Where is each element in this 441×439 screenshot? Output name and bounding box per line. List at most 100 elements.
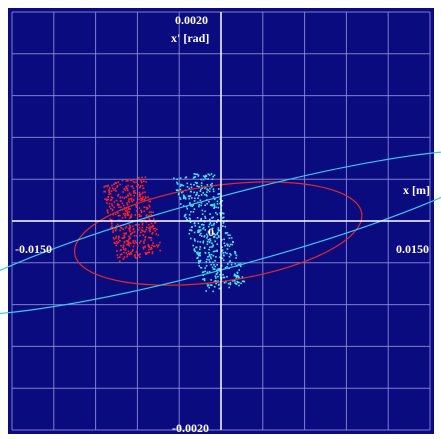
red-particle: [107, 184, 109, 187]
red-particle: [137, 184, 140, 186]
cyan-particle: [200, 223, 203, 226]
red-particle: [135, 205, 137, 207]
red-particle: [127, 180, 129, 182]
red-particle: [139, 215, 141, 218]
y-axis-label: x' [rad]: [171, 31, 209, 45]
red-particle: [142, 196, 144, 198]
red-particle: [134, 254, 136, 256]
red-particle: [131, 185, 134, 187]
red-particle: [128, 211, 130, 213]
red-particle: [132, 190, 135, 193]
red-particle: [128, 198, 130, 201]
cyan-particle: [217, 227, 220, 229]
red-particle: [108, 191, 110, 193]
red-particle: [150, 246, 152, 249]
cyan-particle: [199, 259, 202, 262]
cyan-particle: [216, 232, 218, 235]
cyan-particle: [205, 260, 208, 263]
cyan-particle: [234, 262, 236, 265]
cyan-particle: [206, 243, 209, 246]
cyan-particle: [218, 229, 221, 232]
cyan-particle: [191, 205, 194, 207]
cyan-particle: [226, 263, 229, 265]
cyan-particle: [228, 261, 231, 264]
red-particle: [136, 181, 138, 183]
cyan-particle: [197, 251, 199, 254]
red-particle: [140, 209, 142, 212]
cyan-particle: [208, 190, 211, 193]
red-particle: [138, 227, 141, 229]
cyan-particle: [204, 267, 206, 269]
axes: [12, 12, 430, 430]
red-particle: [140, 199, 143, 201]
cyan-particle: [236, 276, 238, 279]
cyan-particle: [214, 250, 216, 252]
cyan-particle: [204, 215, 206, 218]
red-particle: [119, 256, 121, 258]
red-particle: [114, 242, 117, 245]
red-particle: [156, 228, 158, 231]
cyan-particle: [229, 281, 232, 284]
ellipse-layer: [0, 149, 441, 316]
cyan-particle: [196, 191, 198, 194]
red-particle: [111, 203, 113, 205]
red-particle: [140, 197, 142, 199]
cyan-particle: [208, 286, 210, 289]
cyan-particle: [199, 251, 201, 254]
cyan-particle: [224, 225, 227, 228]
red-particle: [146, 207, 149, 209]
red-particle: [126, 255, 128, 258]
cyan-particle: [195, 246, 197, 249]
cyan-particle: [204, 270, 206, 273]
red-particle: [128, 227, 131, 230]
cyan-particle: [209, 284, 212, 286]
red-particle: [129, 208, 131, 210]
cyan-particle: [215, 206, 217, 209]
cyan-particle: [221, 239, 223, 241]
cyan-particle: [200, 229, 202, 231]
red-particle: [139, 231, 142, 234]
red-particle: [139, 193, 142, 196]
cyan-particle: [176, 181, 178, 184]
red-particle: [112, 229, 115, 232]
cyan-particle: [222, 259, 225, 261]
cyan-particle: [202, 278, 204, 281]
red-particle: [117, 195, 119, 197]
cyan-particle: [206, 191, 208, 193]
cyan-particle: [179, 196, 181, 199]
red-particle: [130, 179, 133, 182]
cyan-particle: [219, 273, 221, 276]
cyan-particle: [211, 204, 213, 207]
red-particle: [141, 181, 143, 184]
cyan-particle: [180, 191, 183, 194]
x-min-tick-label: -0.0150: [15, 242, 52, 256]
cyan-particle: [196, 217, 199, 219]
cyan-particle: [212, 244, 214, 246]
cyan-particle: [189, 221, 192, 224]
cyan-particle: [182, 205, 185, 207]
cyan-particle: [217, 268, 219, 270]
red-particle: [115, 190, 117, 192]
red-particle: [138, 253, 140, 256]
cyan-particle: [223, 282, 226, 284]
red-particle: [128, 238, 130, 240]
cyan-particle: [230, 254, 232, 256]
red-particle: [118, 235, 120, 238]
red-particle: [129, 178, 131, 181]
red-particle: [114, 213, 117, 216]
red-particle: [134, 192, 137, 194]
red-particle: [142, 191, 144, 194]
cyan-particle: [189, 203, 191, 205]
cyan-particle: [178, 192, 180, 195]
red-particle: [126, 204, 129, 206]
cyan-particle: [209, 238, 211, 240]
red-particle: [124, 249, 126, 251]
cyan-particle: [219, 198, 221, 200]
cyan-particle: [200, 184, 203, 187]
cyan-particle: [196, 185, 198, 187]
red-particle: [136, 245, 139, 247]
cyan-particle: [235, 275, 238, 277]
red-particle: [156, 244, 158, 246]
cyan-particle: [206, 233, 208, 236]
cyan-particle: [198, 231, 200, 233]
